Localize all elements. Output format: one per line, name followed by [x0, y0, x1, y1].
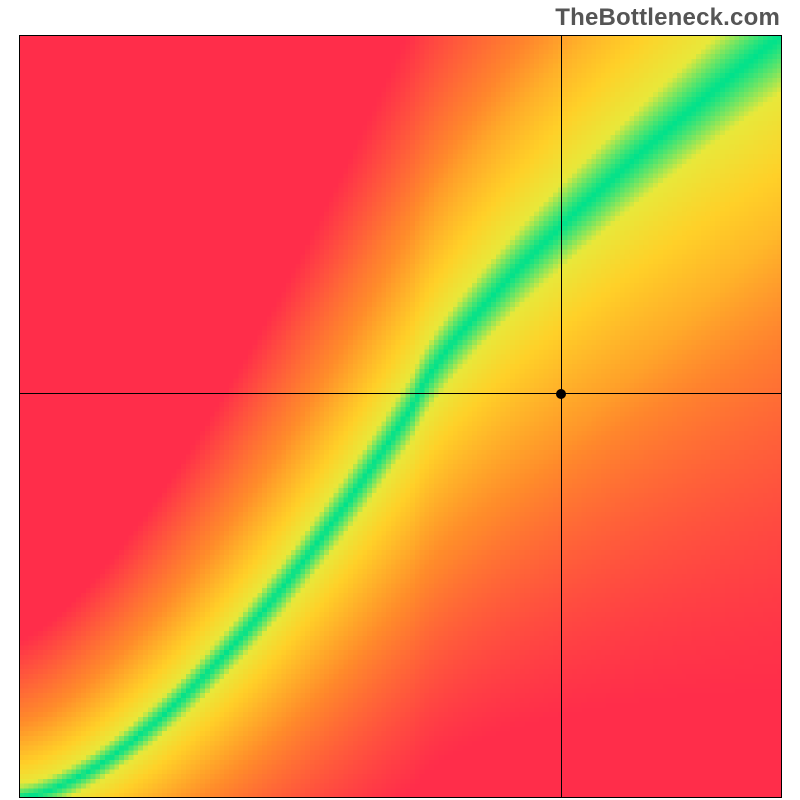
crosshair-marker: [556, 389, 566, 399]
crosshair-horizontal: [19, 393, 782, 394]
bottleneck-heatmap: [19, 35, 782, 798]
crosshair-vertical: [561, 35, 562, 798]
watermark-text: TheBottleneck.com: [555, 4, 780, 32]
